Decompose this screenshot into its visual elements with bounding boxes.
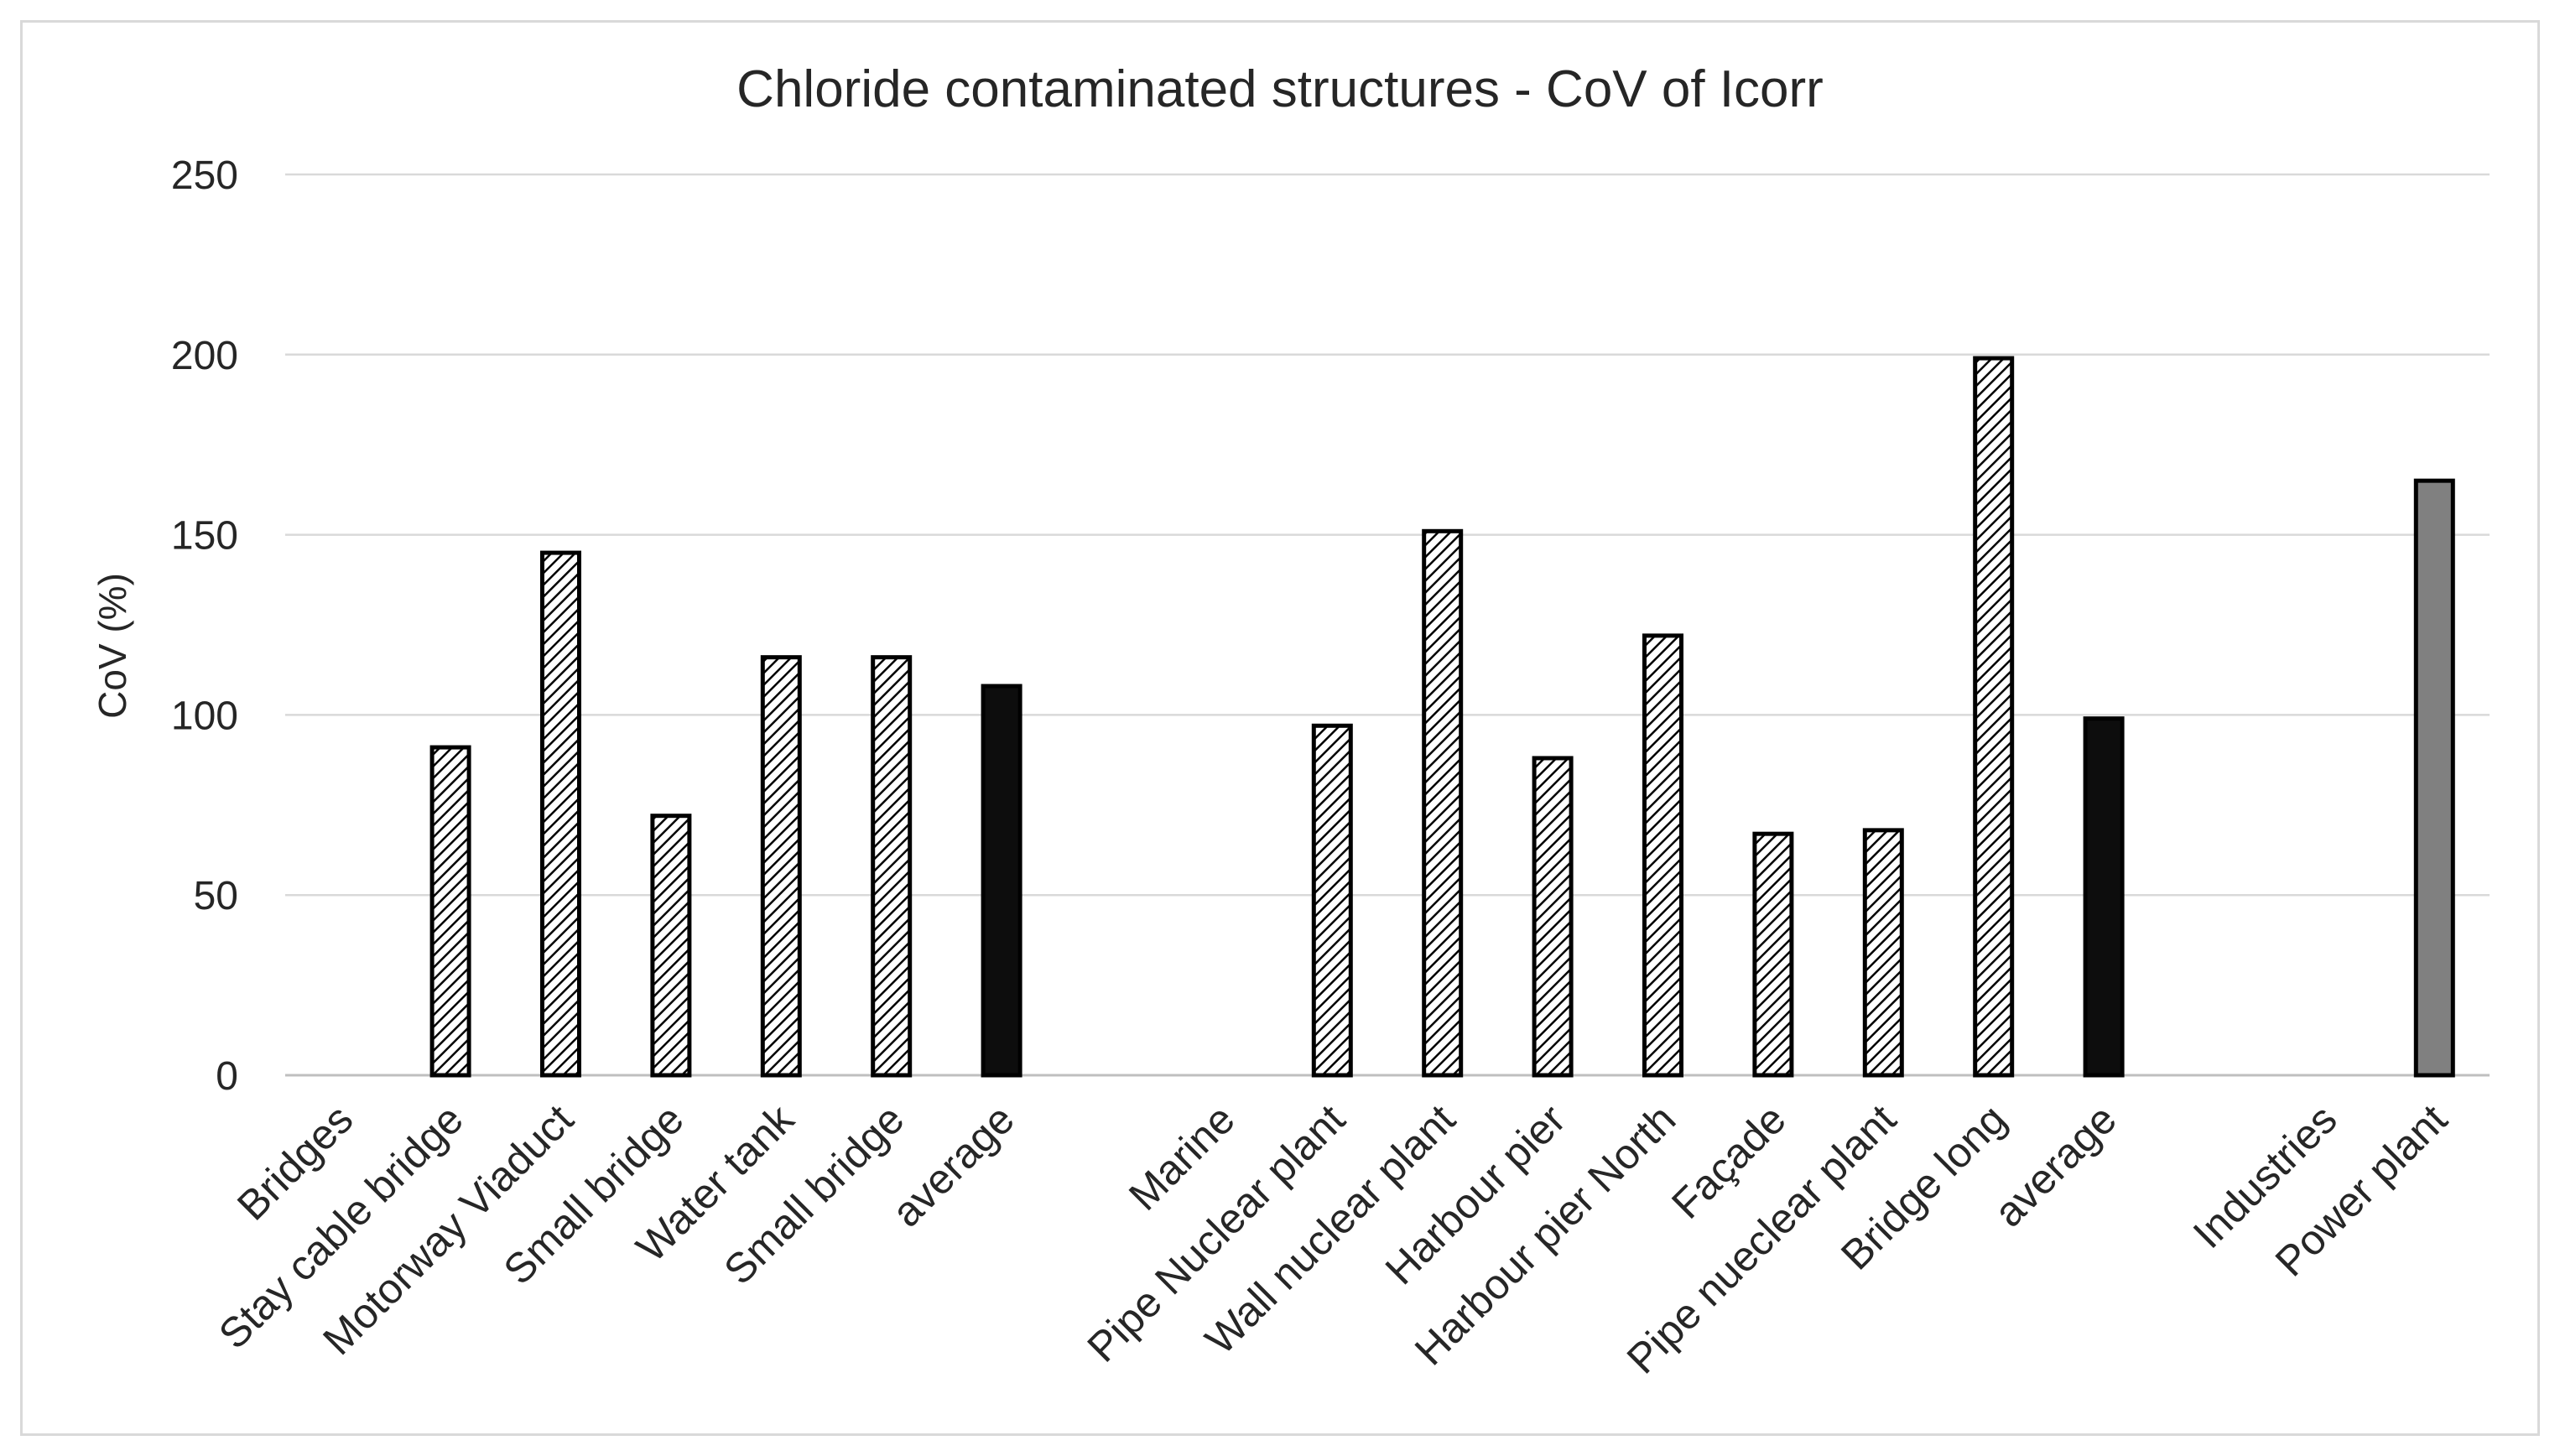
bar-pipe-nuclear-plant (1311, 723, 1353, 1078)
y-tick-label: 150 (171, 514, 238, 559)
bar-harbour-pier (1532, 756, 1574, 1078)
bar-water-tank (760, 655, 802, 1078)
bar-average (981, 684, 1022, 1078)
bar-power-plant (2413, 478, 2455, 1078)
bar-bridge-long (1973, 356, 2015, 1078)
y-tick-label: 200 (171, 334, 238, 378)
gridlines (285, 173, 2490, 1077)
bar-average (2083, 716, 2125, 1078)
y-tick-label: 0 (216, 1054, 238, 1099)
chart-title: Chloride contaminated structures - CoV o… (736, 60, 1824, 118)
y-tick-label: 50 (194, 874, 238, 918)
bars (429, 356, 2455, 1078)
bar-motorway-viaduct (540, 550, 581, 1078)
bar-stay-cable-bridge (429, 745, 471, 1078)
bar-small-bridge (871, 655, 913, 1078)
bar-small-bridge (650, 814, 692, 1078)
bar-pipe-nueclear-plant (1862, 828, 1904, 1078)
y-axis-label: CoV (%) (91, 573, 134, 719)
bar-fa-ade (1752, 831, 1794, 1078)
y-axis-ticks: 0 50 100 150 200 250 (171, 153, 238, 1099)
bar-harbour-pier-north (1642, 633, 1683, 1078)
y-tick-label: 100 (171, 694, 238, 738)
bar-wall-nuclear-plant (1422, 528, 1464, 1078)
x-tick-label: average (883, 1095, 1023, 1235)
y-tick-label: 250 (171, 153, 238, 198)
x-tick-label: average (1985, 1095, 2126, 1235)
